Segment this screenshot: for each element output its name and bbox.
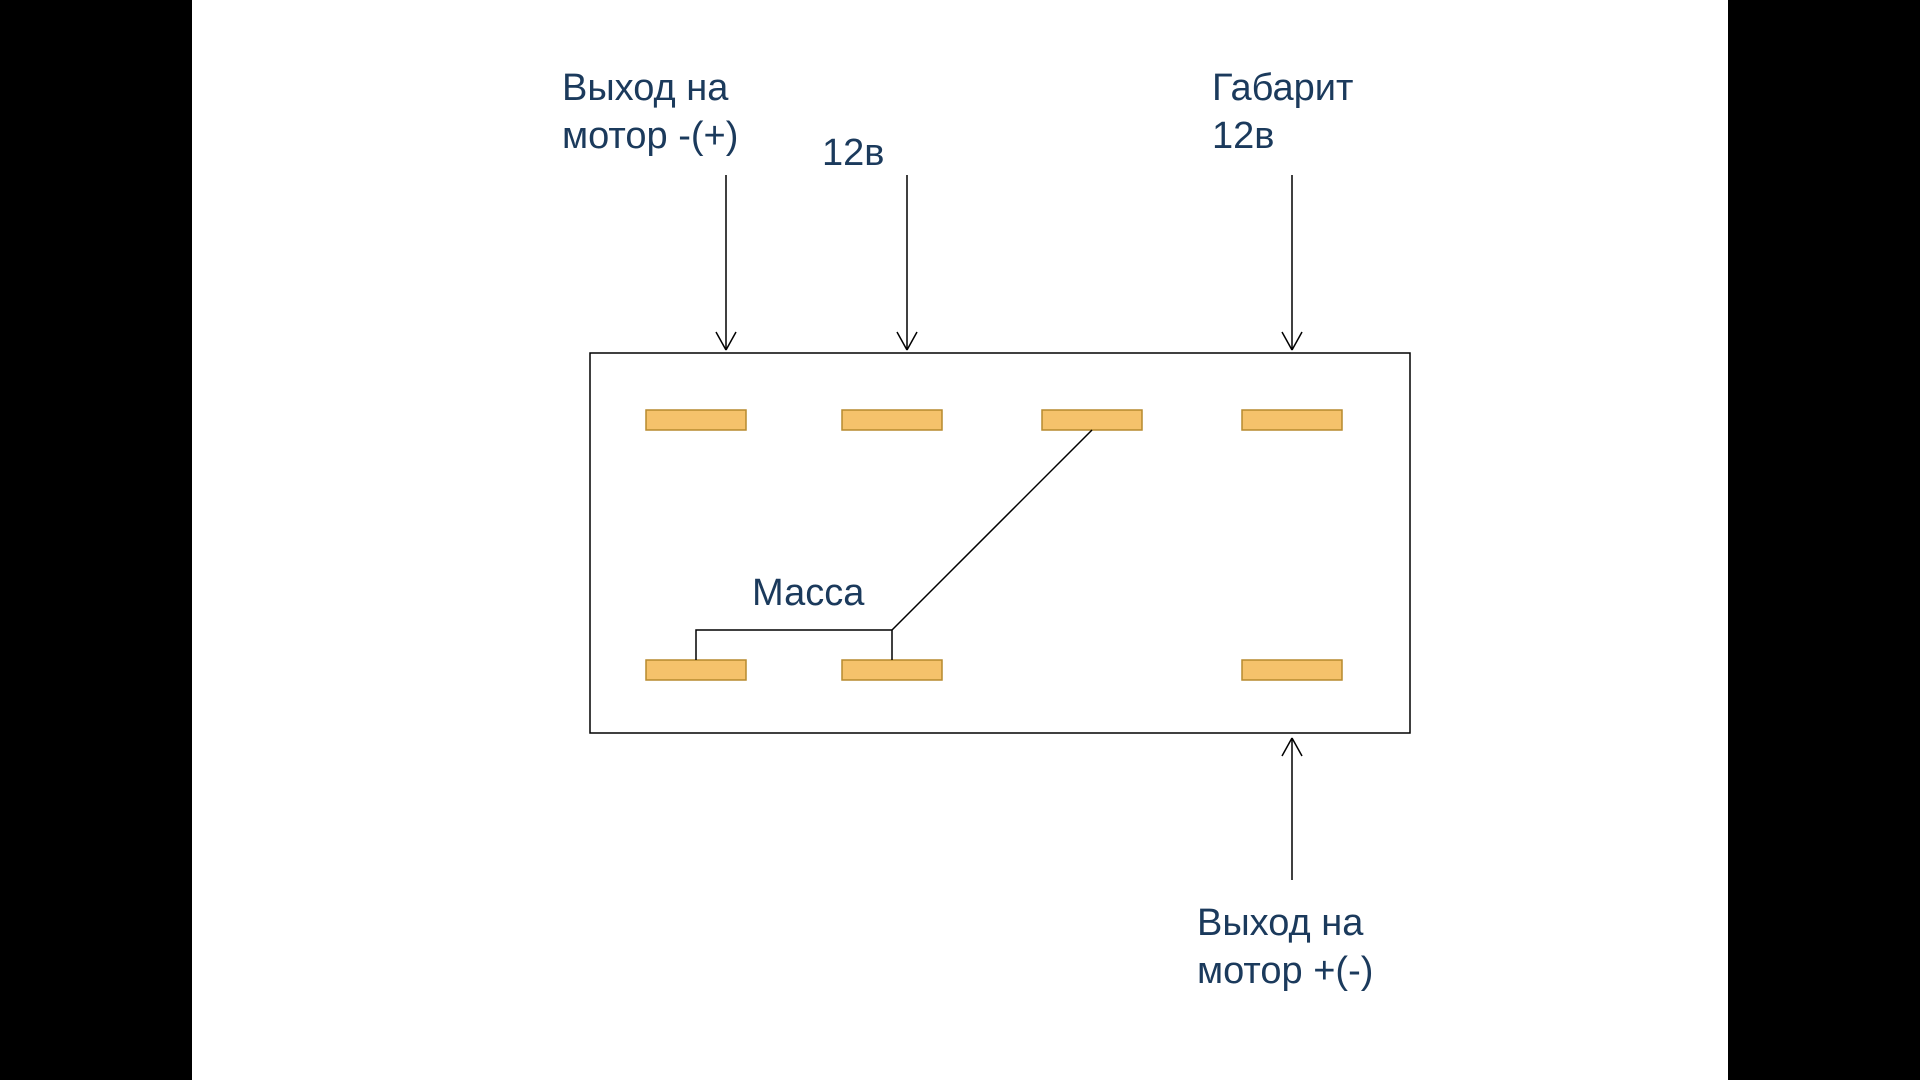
pin xyxy=(1242,410,1342,430)
arrow-head xyxy=(1292,332,1302,350)
pin xyxy=(842,410,942,430)
arrow-head xyxy=(726,332,736,350)
pin xyxy=(1242,660,1342,680)
label-motor-out-minus: Выход на мотор -(+) xyxy=(562,65,738,160)
arrow-head xyxy=(897,332,907,350)
pin xyxy=(842,660,942,680)
diagram-canvas: Выход на мотор -(+) 12в Габарит 12в Масса Вы… xyxy=(192,0,1728,1080)
pin xyxy=(646,660,746,680)
arrow-head xyxy=(1282,738,1292,756)
mass-diagonal xyxy=(892,430,1092,630)
arrow-head xyxy=(1292,738,1302,756)
arrow-head xyxy=(716,332,726,350)
label-gabarit-12v: Габарит 12в xyxy=(1212,65,1353,160)
label-mass: Масса xyxy=(752,570,864,618)
mass-bracket xyxy=(696,630,892,660)
pin xyxy=(646,410,746,430)
arrow-head xyxy=(1282,332,1292,350)
diagram-svg xyxy=(192,0,1728,1080)
arrow-head xyxy=(907,332,917,350)
pin xyxy=(1042,410,1142,430)
label-12v: 12в xyxy=(822,130,884,178)
label-motor-out-plus: Выход на мотор +(-) xyxy=(1197,900,1373,995)
